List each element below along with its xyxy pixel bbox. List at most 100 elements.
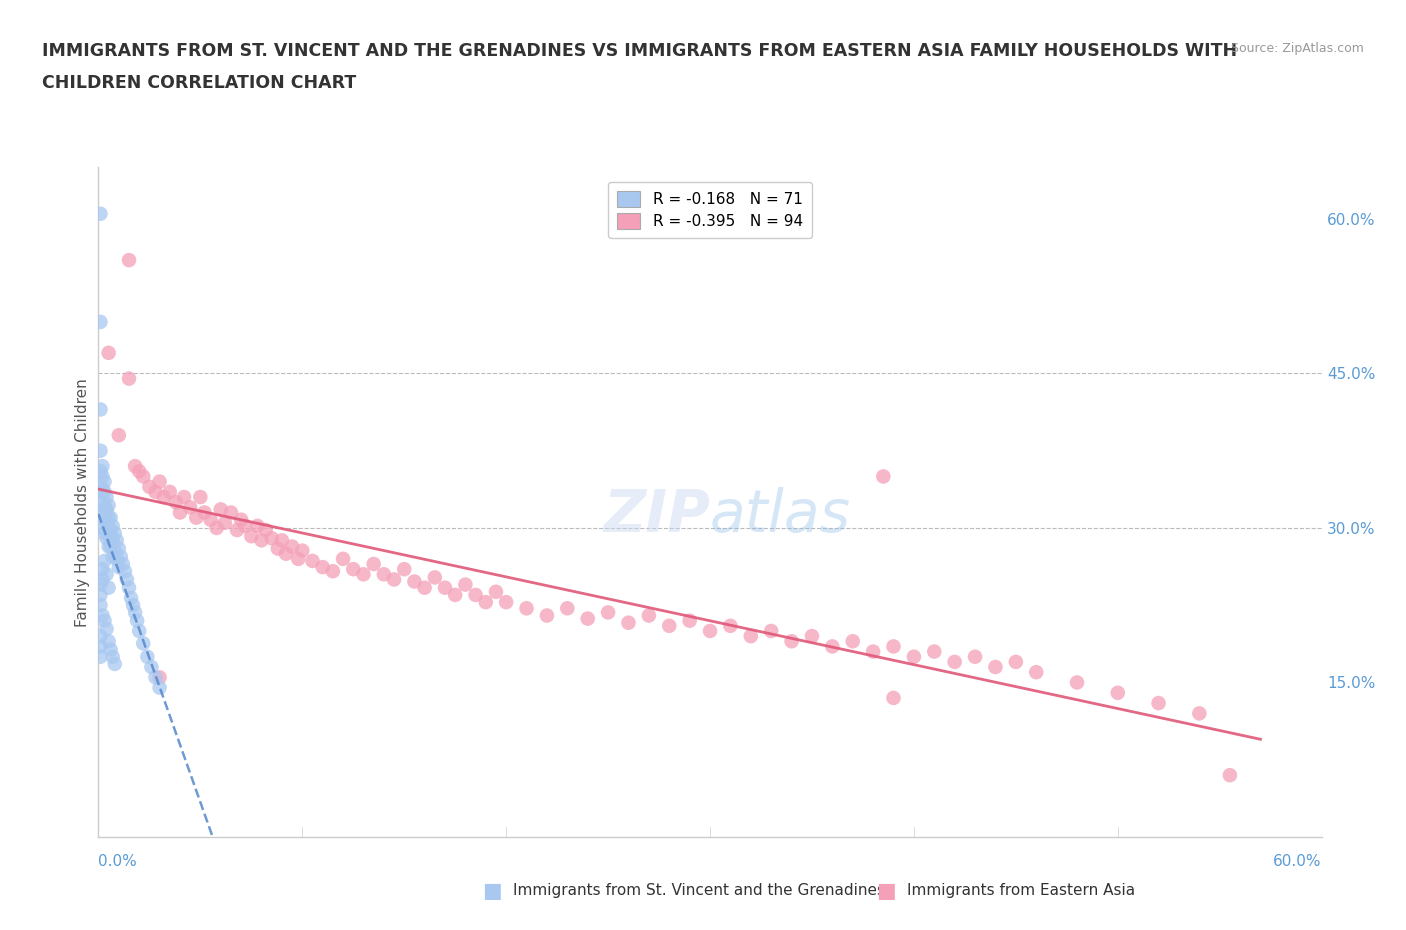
Point (105, 551, 128, 566)
Point (127, 613, 149, 628)
Text: CHILDREN CORRELATION CHART: CHILDREN CORRELATION CHART (42, 74, 357, 92)
Point (149, 680, 172, 695)
Point (105, 533, 128, 548)
Point (617, 616, 640, 631)
Point (89, 639, 111, 654)
Point (841, 634, 863, 649)
Point (101, 533, 124, 548)
Point (485, 584, 508, 599)
Point (246, 518, 269, 533)
Point (679, 613, 702, 628)
Point (557, 601, 579, 616)
Point (97, 634, 120, 649)
Point (96, 489, 118, 504)
Point (128, 623, 150, 638)
Point (699, 623, 721, 638)
Point (1025, 665, 1047, 680)
Point (89, 588, 111, 603)
Point (883, 690, 905, 705)
Point (250, 533, 273, 548)
Point (231, 512, 253, 527)
Point (96, 621, 118, 636)
Point (495, 594, 517, 609)
Point (165, 495, 187, 510)
Point (141, 659, 163, 674)
Point (821, 639, 844, 654)
Point (93, 512, 115, 527)
Point (114, 564, 136, 578)
Point (209, 502, 232, 517)
Point (145, 485, 167, 499)
Legend: R = -0.168   N = 71, R = -0.395   N = 94: R = -0.168 N = 71, R = -0.395 N = 94 (609, 181, 811, 238)
Point (872, 469, 894, 484)
Point (97, 511, 120, 525)
Point (186, 511, 208, 525)
Point (97, 345, 120, 360)
Point (922, 644, 945, 659)
Point (89, 444, 111, 458)
Point (104, 657, 127, 671)
Point (474, 594, 498, 609)
Point (536, 608, 558, 623)
Point (89, 464, 111, 479)
Point (91, 572, 114, 587)
Point (118, 253, 141, 268)
Point (598, 605, 620, 620)
Point (93, 485, 115, 499)
Point (110, 550, 132, 565)
Point (149, 670, 172, 684)
Point (104, 525, 127, 540)
Point (205, 521, 228, 536)
Point (169, 505, 191, 520)
Point (883, 639, 905, 654)
Point (801, 629, 824, 644)
Point (91, 521, 114, 536)
Point (179, 500, 201, 515)
Point (423, 570, 446, 585)
Point (97, 498, 120, 512)
Point (91, 505, 114, 520)
Point (780, 634, 803, 649)
Point (96, 502, 118, 517)
Point (576, 611, 599, 626)
Point (240, 529, 263, 544)
Point (100, 539, 122, 554)
Point (101, 649, 124, 664)
Point (91, 608, 114, 623)
Point (233, 518, 256, 533)
Point (740, 629, 762, 644)
Point (149, 474, 172, 489)
Point (342, 562, 364, 577)
Point (1004, 655, 1026, 670)
Point (132, 469, 155, 484)
Point (145, 670, 167, 684)
Point (111, 556, 134, 571)
Point (219, 505, 242, 520)
Point (984, 659, 1007, 674)
Point (108, 541, 131, 556)
Point (226, 523, 249, 538)
Point (274, 546, 297, 561)
Text: IMMIGRANTS FROM ST. VINCENT AND THE GRENADINES VS IMMIGRANTS FROM EASTERN ASIA F: IMMIGRANTS FROM ST. VINCENT AND THE GREN… (42, 42, 1237, 60)
Point (89, 578, 111, 592)
Point (444, 588, 467, 603)
Point (363, 556, 385, 571)
Point (89, 649, 111, 664)
Point (404, 574, 426, 589)
Point (291, 543, 314, 558)
Point (89, 206, 111, 221)
Point (761, 623, 783, 638)
Point (862, 644, 884, 659)
Point (287, 551, 309, 566)
Text: 60.0%: 60.0% (1274, 854, 1322, 869)
Point (96, 567, 118, 582)
Point (91, 495, 114, 510)
Point (332, 551, 354, 566)
Text: ■: ■ (482, 881, 502, 901)
Point (267, 541, 290, 556)
Point (301, 553, 323, 568)
Point (720, 618, 742, 633)
Point (214, 515, 236, 530)
Point (903, 649, 925, 664)
Point (138, 479, 160, 494)
